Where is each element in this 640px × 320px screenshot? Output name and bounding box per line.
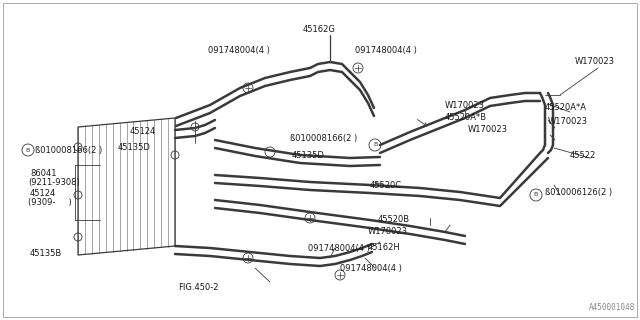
Text: 86041: 86041 <box>30 169 56 178</box>
Text: 45135B: 45135B <box>30 249 62 258</box>
Text: W170023: W170023 <box>548 117 588 126</box>
Text: A450001048: A450001048 <box>589 303 635 312</box>
Text: ß010006126(2 ): ß010006126(2 ) <box>545 188 612 196</box>
Text: FIG.450-2: FIG.450-2 <box>178 284 218 292</box>
Text: 45162G: 45162G <box>303 26 335 35</box>
Text: 45135D: 45135D <box>118 143 151 153</box>
Text: 091748004(4 ): 091748004(4 ) <box>208 45 270 54</box>
Text: B: B <box>373 142 377 148</box>
Text: 45522: 45522 <box>570 150 596 159</box>
Text: W170023: W170023 <box>368 228 408 236</box>
Text: 45124: 45124 <box>130 127 156 137</box>
Text: 45520A*B: 45520A*B <box>445 114 487 123</box>
Text: 45520B: 45520B <box>378 215 410 225</box>
Text: 091748004(4 ): 091748004(4 ) <box>355 45 417 54</box>
Text: 45135D: 45135D <box>292 150 325 159</box>
Text: W170023: W170023 <box>575 58 615 67</box>
Text: (9309-     ): (9309- ) <box>28 198 72 207</box>
Text: ß010008166(2 ): ß010008166(2 ) <box>290 133 357 142</box>
Text: B: B <box>534 193 538 197</box>
Text: ß010008166(2 ): ß010008166(2 ) <box>35 146 102 155</box>
Text: 091748004(4 ): 091748004(4 ) <box>340 263 402 273</box>
Text: 45520C: 45520C <box>370 181 402 190</box>
Text: 45162H: 45162H <box>368 244 401 252</box>
Text: 091748004(4 ): 091748004(4 ) <box>308 244 370 252</box>
Text: W170023: W170023 <box>468 125 508 134</box>
Text: 45520A*A: 45520A*A <box>545 103 587 113</box>
Text: 45124: 45124 <box>30 188 56 197</box>
Text: (9211-9308): (9211-9308) <box>28 179 80 188</box>
Text: B: B <box>26 148 30 153</box>
Text: W170023: W170023 <box>445 100 485 109</box>
